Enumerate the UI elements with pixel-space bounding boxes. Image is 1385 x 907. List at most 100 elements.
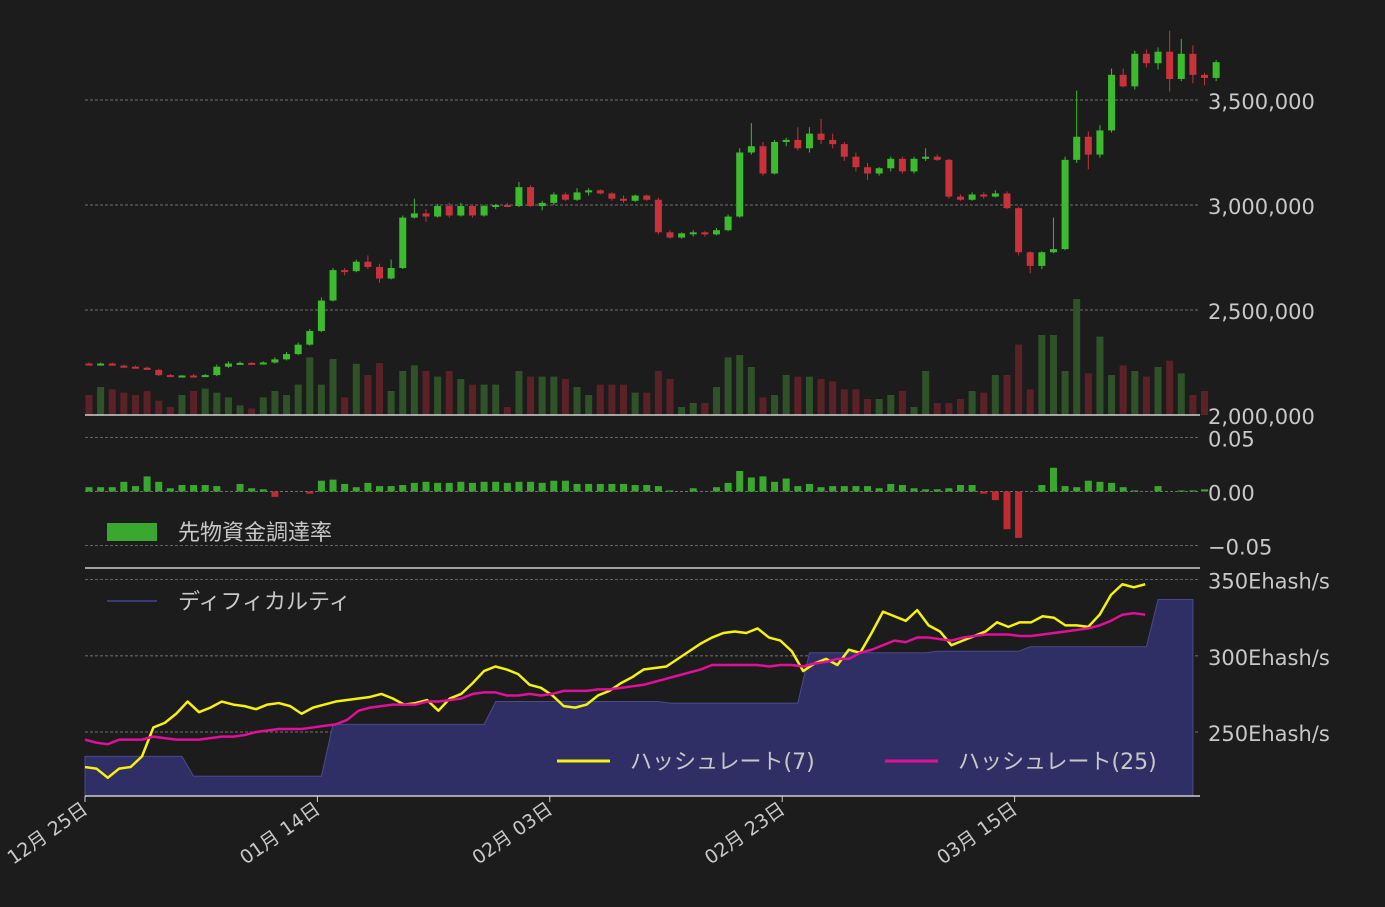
- volume-bar: [1084, 373, 1092, 415]
- funding-bar: [817, 487, 825, 492]
- volume-bar: [678, 407, 686, 415]
- difficulty-area-path: [84, 598, 1194, 797]
- candle-body: [980, 194, 988, 197]
- funding-bar: [991, 491, 999, 501]
- volume-bar: [724, 357, 732, 415]
- volume-bar: [201, 388, 209, 415]
- funding-bar: [468, 482, 476, 492]
- volume-bar: [1108, 375, 1116, 415]
- volume-bar: [213, 392, 221, 415]
- volume-bar: [120, 392, 128, 415]
- funding-legend-swatch: [107, 523, 157, 541]
- volume-bar: [747, 367, 755, 415]
- volume-bar: [1049, 335, 1057, 415]
- candle-body: [864, 167, 872, 174]
- volume-bars: [85, 299, 1209, 415]
- candle-body: [213, 366, 221, 376]
- volume-bar: [1096, 336, 1104, 415]
- volume-bar: [991, 375, 999, 415]
- volume-bar: [620, 384, 628, 415]
- funding-bar: [108, 487, 116, 492]
- candle-body: [620, 198, 628, 201]
- funding-bar: [1201, 489, 1209, 492]
- candle-body: [457, 206, 465, 216]
- volume-bar: [1003, 375, 1011, 415]
- volume-bar: [283, 395, 291, 415]
- funding-bar: [457, 481, 465, 492]
- funding-axis-ticks: 0.05 0.00 −0.05: [1208, 428, 1272, 560]
- funding-bar: [654, 486, 662, 492]
- difficulty-legend-label: ディフィカルティ: [178, 590, 351, 615]
- price-axis-ticks: 3,500,000 3,000,000 2,500,000 2,000,000: [1208, 90, 1315, 429]
- volume-bar: [898, 391, 906, 415]
- funding-bar: [980, 491, 988, 494]
- volume-bar: [248, 408, 256, 415]
- candle-body: [283, 354, 291, 360]
- candle-body: [422, 213, 430, 217]
- candle-body: [724, 216, 732, 231]
- funding-bar: [399, 485, 407, 492]
- candle-body: [933, 156, 941, 160]
- hashrate-legend: ハッシュレート(7) ハッシュレート(25): [557, 750, 1157, 775]
- funding-bar: [317, 480, 325, 492]
- funding-bar: [829, 486, 837, 492]
- candle-body: [573, 192, 581, 200]
- volume-bar: [306, 357, 314, 415]
- funding-bar: [1177, 490, 1185, 492]
- volume-bar: [410, 365, 418, 415]
- funding-bar: [561, 480, 569, 492]
- funding-bar: [585, 483, 593, 492]
- candle-body: [108, 363, 116, 366]
- candle-body: [887, 158, 895, 169]
- volume-bar: [1142, 376, 1150, 415]
- funding-bar: [131, 486, 139, 492]
- funding-bar: [1015, 491, 1023, 538]
- funding-bar: [352, 487, 360, 492]
- volume-bar: [399, 371, 407, 415]
- volume-bar: [689, 403, 697, 415]
- hashrate-tick-label: 350Ehash/s: [1208, 570, 1330, 594]
- funding-bar: [852, 486, 860, 492]
- candle-body: [434, 206, 442, 217]
- candle-body: [968, 194, 976, 200]
- funding-bar: [1108, 482, 1116, 492]
- volume-bar: [910, 407, 918, 415]
- candle-body: [643, 195, 651, 200]
- funding-bar: [527, 481, 535, 492]
- funding-bar: [434, 482, 442, 492]
- funding-bar: [364, 482, 372, 492]
- funding-bar: [271, 491, 279, 497]
- funding-tick-label: −0.05: [1208, 535, 1272, 559]
- candle-body: [736, 152, 744, 217]
- candle-body: [294, 344, 302, 355]
- funding-bar: [445, 482, 453, 492]
- volume-bar: [468, 384, 476, 415]
- funding-bar: [910, 488, 918, 492]
- volume-bar: [1061, 371, 1069, 415]
- candle-body: [654, 199, 662, 233]
- funding-bar: [724, 482, 732, 492]
- volume-bar: [945, 403, 953, 415]
- funding-bar: [864, 486, 872, 492]
- candle-body: [85, 363, 93, 366]
- candle-body: [445, 206, 453, 216]
- hashrate7-line: [84, 582, 1146, 779]
- candle-body: [131, 366, 139, 369]
- funding-bar: [492, 481, 500, 492]
- hashrate-tick-label: 250Ehash/s: [1208, 722, 1330, 746]
- candle-body: [840, 144, 848, 157]
- funding-legend-label: 先物資金調達率: [178, 521, 332, 546]
- funding-bar: [1049, 467, 1057, 492]
- volume-bar: [515, 371, 523, 415]
- funding-tick-label: 0.05: [1208, 428, 1255, 452]
- candle-body: [341, 270, 349, 273]
- funding-bar: [933, 489, 941, 492]
- funding-bar: [782, 478, 790, 492]
- candle-body: [480, 206, 488, 216]
- volume-bar: [376, 363, 383, 415]
- candle-body: [399, 217, 407, 268]
- funding-bar: [759, 476, 767, 492]
- funding-bar: [213, 486, 221, 492]
- candle-body: [155, 369, 163, 376]
- candle-body: [178, 375, 186, 378]
